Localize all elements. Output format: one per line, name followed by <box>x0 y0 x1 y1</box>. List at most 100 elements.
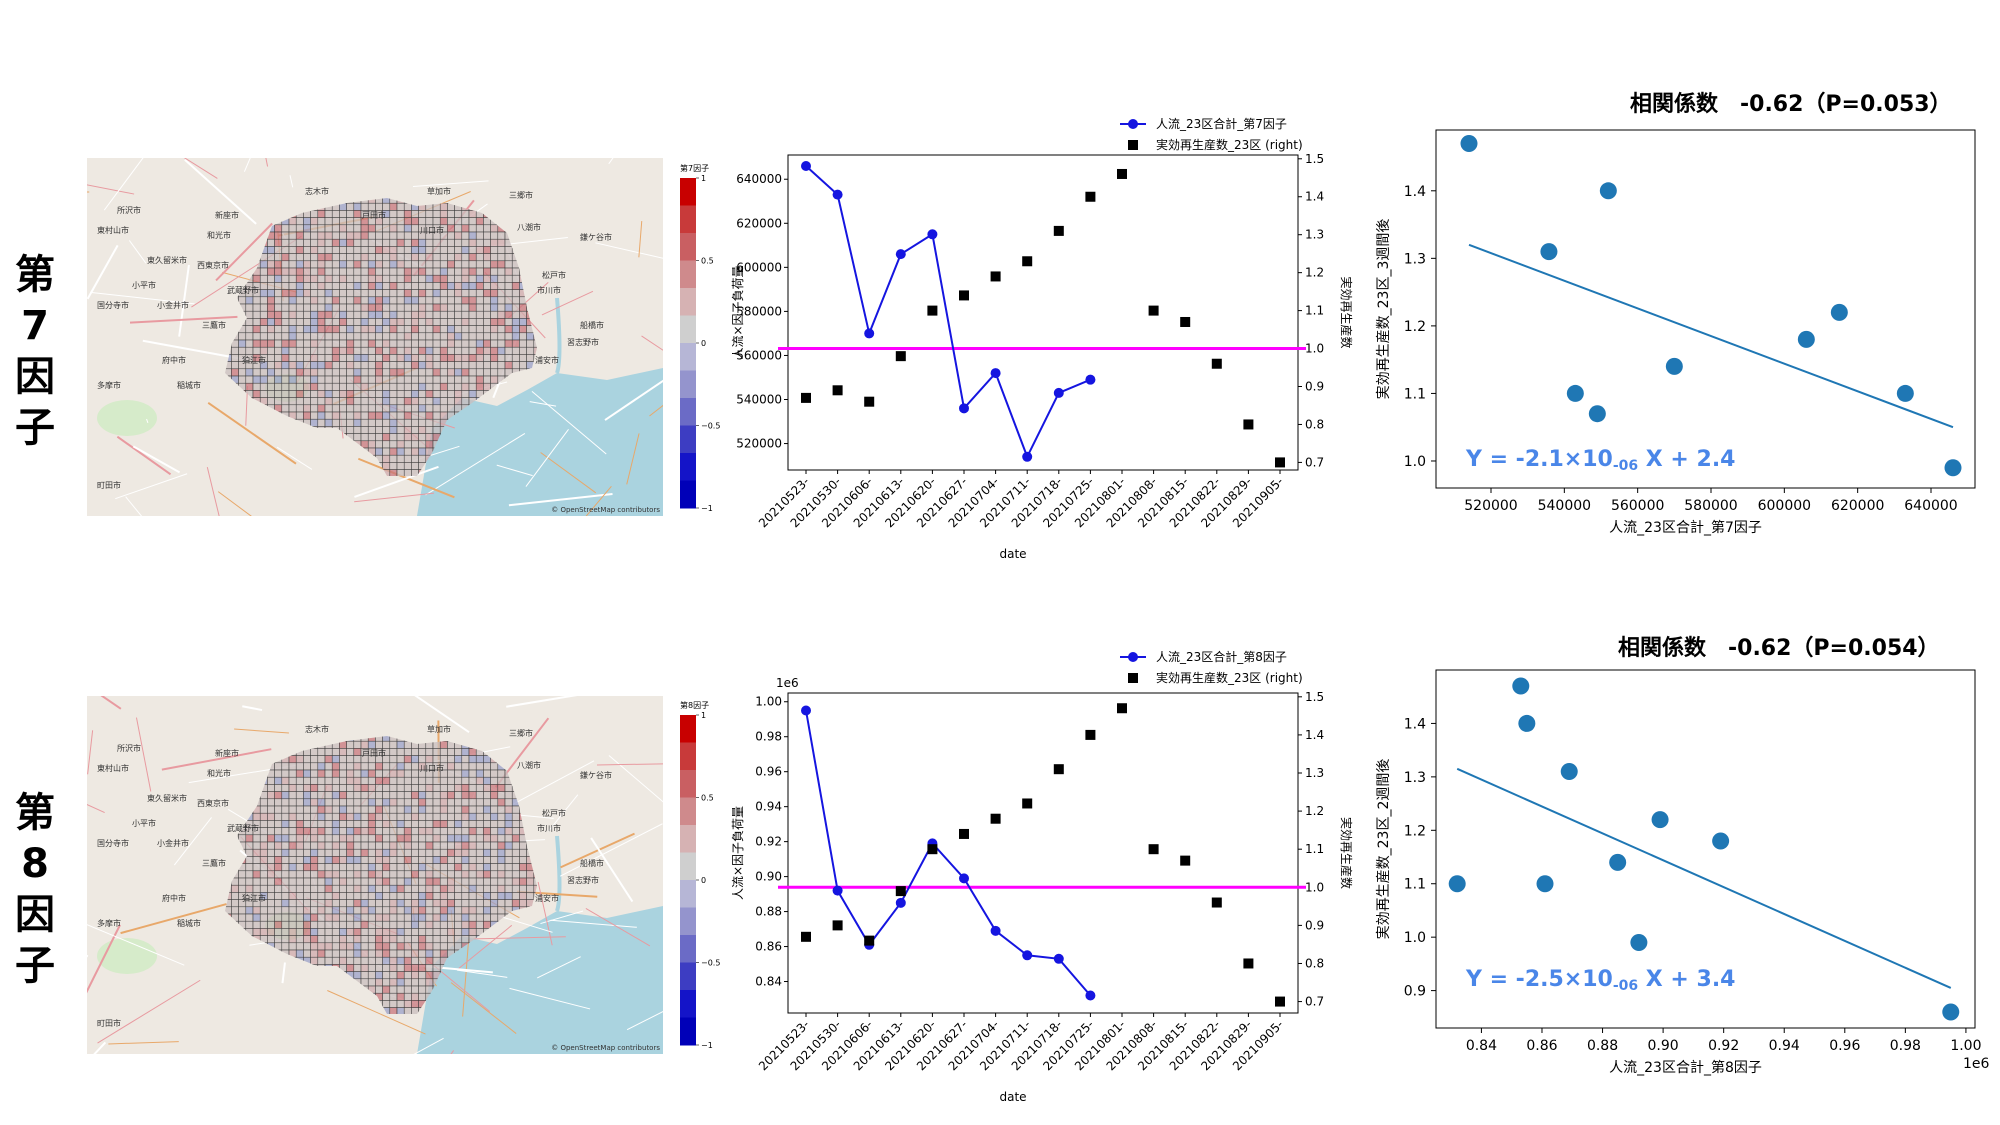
grid-cell <box>403 318 412 326</box>
grid-cell <box>339 325 347 334</box>
grid-cell <box>317 318 326 326</box>
grid-cell <box>346 748 355 756</box>
grid-cell <box>382 985 391 994</box>
grid-cell <box>468 310 477 319</box>
grid-cell <box>418 949 427 958</box>
grid-cell <box>468 375 477 384</box>
grid-cell <box>511 303 520 312</box>
grid-cell <box>331 260 340 269</box>
grid-cell <box>447 303 455 312</box>
grid-cell <box>425 834 434 843</box>
grid-cell <box>403 274 412 283</box>
grid-cell <box>461 210 470 218</box>
grid-cell <box>288 289 297 298</box>
grid-cell <box>324 260 333 269</box>
grid-cell <box>396 834 405 843</box>
grid-cell <box>274 238 283 247</box>
grid-cell <box>439 920 448 929</box>
grid-cell <box>245 920 254 929</box>
grid-cell <box>432 375 441 384</box>
grid-cell <box>295 791 304 800</box>
grid-cell <box>360 827 369 836</box>
grid-cell <box>432 426 441 434</box>
grid-cell <box>461 848 470 857</box>
grid-cell <box>475 368 484 377</box>
grid-cell <box>339 884 347 893</box>
colorbar-segment <box>680 880 696 908</box>
grid-cell <box>339 332 347 341</box>
grid-cell <box>497 827 506 836</box>
grid-cell <box>310 827 319 836</box>
grid-cell <box>483 776 491 785</box>
grid-cell <box>382 740 391 749</box>
grid-cell <box>468 339 477 348</box>
grid-cell <box>339 877 347 886</box>
grid-cell <box>346 318 355 326</box>
grid-cell <box>461 755 470 764</box>
grid-cell <box>403 820 412 828</box>
grid-cell <box>267 339 275 348</box>
grid-cell <box>360 834 369 843</box>
grid-cell <box>295 784 304 792</box>
grid-cell <box>490 805 499 814</box>
grid-cell <box>439 411 448 420</box>
grid-cell <box>375 841 383 850</box>
grid-cell <box>504 798 513 807</box>
series-point-reproduction-number <box>990 813 1001 824</box>
grid-cell <box>382 942 391 951</box>
grid-cell <box>389 332 398 341</box>
grid-cell <box>252 332 261 341</box>
grid-cell <box>425 942 434 951</box>
series-point-people-flow <box>895 897 906 908</box>
grid-cell <box>324 318 333 326</box>
grid-cell <box>295 935 304 944</box>
grid-cell <box>411 447 419 456</box>
grid-cell <box>483 892 491 900</box>
grid-cell <box>295 289 304 298</box>
grid-cell <box>288 332 297 341</box>
grid-cell <box>303 805 311 814</box>
grid-cell <box>432 382 441 391</box>
grid-cell <box>411 920 419 929</box>
grid-cell <box>411 325 419 334</box>
grid-cell <box>432 325 441 334</box>
grid-cell <box>454 805 463 814</box>
grid-cell <box>475 289 484 298</box>
grid-cell <box>375 440 383 449</box>
grid-cell <box>475 913 484 922</box>
grid-cell <box>411 791 419 800</box>
grid-cell <box>432 884 441 893</box>
grid-cell <box>375 863 383 872</box>
grid-cell <box>425 820 434 828</box>
grid-cell <box>310 397 319 406</box>
grid-cell <box>418 906 427 915</box>
grid-cell <box>490 841 499 850</box>
grid-cell <box>281 296 290 305</box>
grid-cell <box>346 397 355 406</box>
grid-cell <box>317 769 326 778</box>
grid-cell <box>425 827 434 836</box>
grid-cell <box>310 332 319 341</box>
grid-cell <box>353 884 362 893</box>
grid-cell <box>346 382 355 391</box>
grid-cell <box>504 260 513 269</box>
grid-cell <box>418 397 427 406</box>
grid-cell <box>353 361 362 370</box>
grid-cell <box>497 325 506 334</box>
grid-cell <box>303 267 311 276</box>
grid-cell <box>259 812 268 821</box>
grid-cell <box>267 397 275 406</box>
map-place-label: 小金井市 <box>157 300 189 310</box>
grid-cell <box>353 812 362 821</box>
grid-cell <box>461 339 470 348</box>
colorbar-tick-label: 0 <box>701 876 706 885</box>
grid-cell <box>339 346 347 355</box>
grid-cell <box>295 246 304 254</box>
grid-cell <box>411 805 419 814</box>
grid-cell <box>252 368 261 377</box>
grid-cell <box>245 296 254 305</box>
grid-cell <box>331 224 340 233</box>
grid-cell <box>454 210 463 218</box>
x-axis-label: 人流_23区合計_第7因子 <box>1609 519 1762 536</box>
